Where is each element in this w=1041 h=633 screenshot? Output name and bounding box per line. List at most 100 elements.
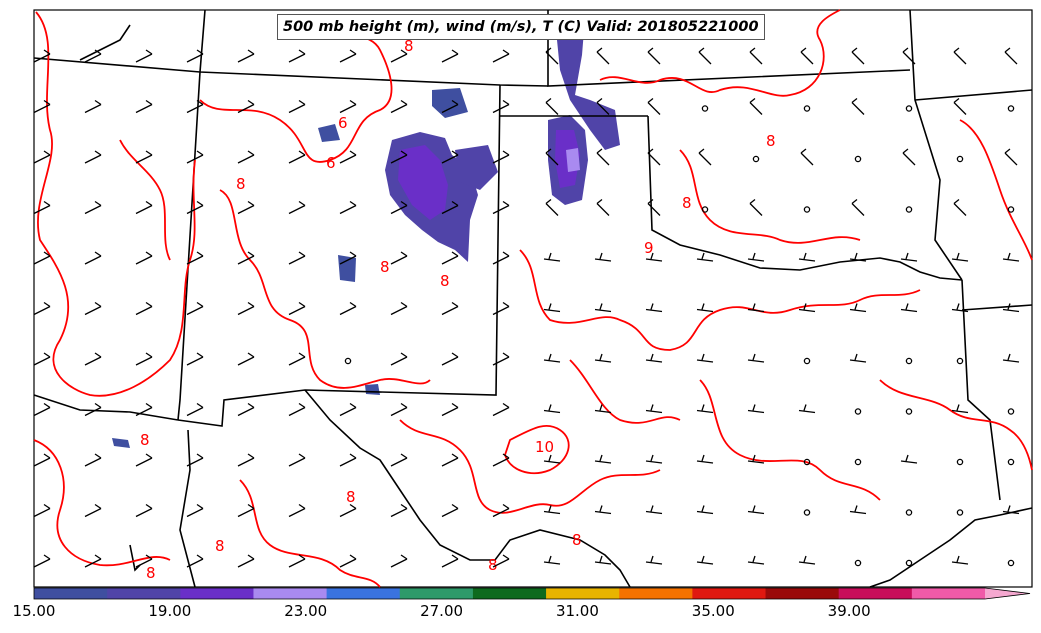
wind-barb — [288, 352, 306, 366]
wind-calm-circle — [956, 357, 964, 365]
wind-barb — [902, 47, 916, 65]
wind-barb — [288, 150, 306, 164]
wind-barb — [339, 554, 357, 568]
state-borders — [33, 9, 1033, 588]
wind-barb — [747, 404, 765, 414]
wind-calm-circle — [1007, 105, 1015, 112]
wind-barb — [647, 47, 661, 65]
wind-barb — [851, 47, 865, 65]
wind-barb — [849, 252, 867, 262]
wind-barb — [951, 555, 969, 565]
wind-barb — [33, 402, 51, 417]
wind-calm-circle — [803, 105, 811, 112]
border-mx-2 — [179, 429, 196, 588]
wind-barb — [749, 47, 763, 65]
wind-barb — [135, 352, 153, 366]
colorbar-tick-label: 19.00 — [148, 602, 192, 620]
contour-6 — [504, 425, 570, 475]
wind-barb — [237, 453, 255, 467]
wind-barb — [135, 301, 153, 316]
wind-barb — [951, 404, 969, 414]
contour-label: 10 — [535, 438, 554, 456]
wind-barb — [492, 150, 510, 164]
wind-barb — [186, 49, 204, 63]
contour-label: 8 — [215, 537, 225, 555]
wind-barb — [1002, 353, 1020, 363]
coastline-cal — [79, 24, 131, 61]
wind-calm-circle — [1007, 408, 1015, 415]
wind-barb — [594, 404, 612, 414]
contour-1 — [35, 11, 196, 397]
contour-15 — [569, 359, 681, 424]
border-az-nm — [177, 9, 206, 421]
colorbar-segment — [765, 588, 840, 599]
wind-barb — [492, 554, 510, 568]
wind-barb — [186, 150, 204, 164]
wind-barb — [237, 251, 255, 265]
wind-barb — [1002, 252, 1020, 262]
wind-barb — [902, 148, 916, 166]
wind-barb — [849, 353, 867, 363]
wind-barb — [135, 554, 153, 568]
colorbar-segment — [546, 588, 620, 599]
contour-11 — [239, 479, 381, 588]
wind-barb — [186, 453, 204, 467]
wind-barb — [492, 503, 510, 518]
wind-barb — [135, 453, 153, 467]
wind-barb — [186, 554, 204, 568]
wind-barb — [800, 47, 814, 65]
wind-barb — [186, 99, 204, 114]
wind-barb — [339, 99, 357, 114]
wind-barb — [237, 554, 255, 568]
wind-barb — [492, 352, 510, 366]
colorbar-segment — [326, 588, 401, 599]
contour-label: 8 — [572, 531, 582, 549]
wind-barb — [698, 148, 712, 166]
colorbar-tick-label: 39.00 — [827, 602, 871, 620]
wind-barb — [186, 503, 204, 518]
wind-calm-circle — [701, 105, 709, 112]
wind-barb — [84, 503, 102, 518]
wind-barb — [798, 404, 816, 414]
wind-barb — [492, 200, 510, 215]
wind-barb — [594, 252, 612, 262]
border-ark-ms-east — [961, 304, 1033, 311]
shaded-wind-speed — [112, 18, 620, 448]
wind-barb — [135, 251, 153, 265]
wind-barb — [851, 97, 865, 115]
wind-barb — [543, 303, 561, 313]
wind-barb — [1002, 505, 1020, 515]
wind-calm-circle — [905, 206, 913, 213]
colorbar-tick-label: 15.00 — [12, 602, 56, 620]
wind-barb — [33, 301, 51, 316]
wind-barb — [441, 251, 459, 265]
wind-barb — [84, 301, 102, 316]
wind-barb — [647, 148, 661, 166]
wind-barb — [33, 99, 51, 114]
wind-barb — [33, 200, 51, 215]
contour-label: 8 — [404, 37, 414, 55]
wind-barb — [441, 99, 459, 114]
wind-barb — [900, 303, 918, 313]
wind-barb — [237, 352, 255, 366]
wind-barb — [237, 503, 255, 518]
wind-barb — [84, 150, 102, 164]
wind-barb — [798, 555, 816, 565]
wind-barb — [441, 49, 459, 63]
wind-barb — [186, 402, 204, 417]
wind-calm-circle — [905, 357, 913, 365]
wind-barb — [545, 47, 559, 65]
wind-barb — [237, 150, 255, 164]
colorbar-segment — [253, 588, 328, 599]
contour-7 — [599, 9, 841, 97]
wind-barb — [953, 97, 967, 115]
wind-barb — [594, 353, 612, 363]
colorbar-extend-arrow — [985, 588, 1030, 599]
wind-barb — [696, 454, 714, 464]
contour-3 — [219, 189, 431, 389]
wind-barb — [390, 150, 408, 164]
contour-label: 8 — [346, 488, 356, 506]
colorbar-tick-label: 27.00 — [420, 602, 464, 620]
wind-barb — [135, 503, 153, 518]
